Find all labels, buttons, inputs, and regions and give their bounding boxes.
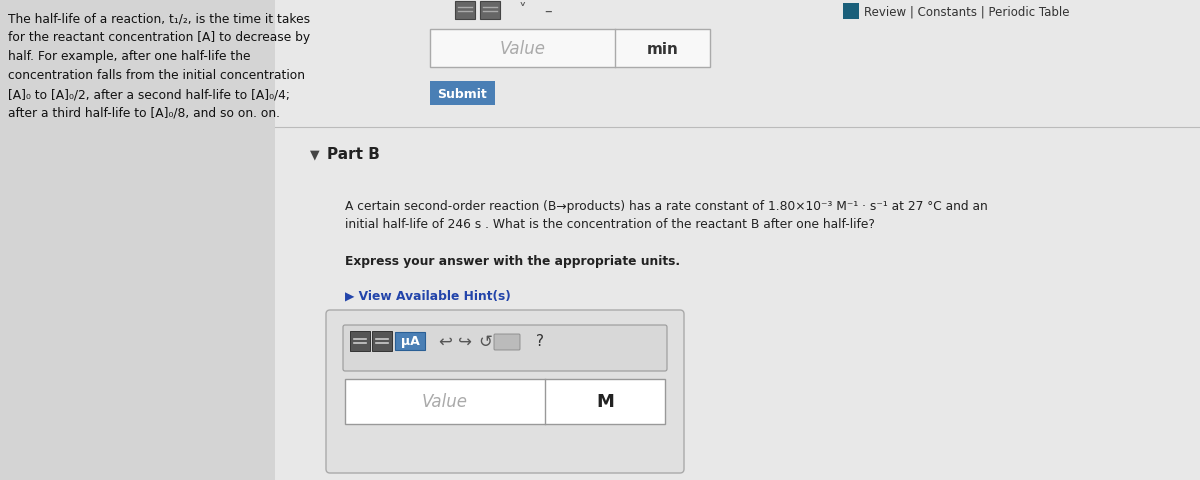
Text: ˅: ˅ (518, 3, 526, 18)
Text: concentration falls from the initial concentration: concentration falls from the initial con… (8, 69, 305, 82)
Text: Part B: Part B (326, 147, 380, 162)
Text: ↩: ↩ (438, 332, 452, 350)
Text: min: min (647, 41, 678, 56)
FancyBboxPatch shape (494, 334, 520, 350)
Text: –: – (544, 3, 552, 18)
Text: A certain second-order reaction (B→products) has a rate constant of 1.80×10⁻³ M⁻: A certain second-order reaction (B→produ… (346, 200, 988, 213)
FancyBboxPatch shape (350, 331, 370, 351)
Text: ▼: ▼ (310, 148, 319, 161)
Text: Value: Value (499, 40, 546, 58)
Text: half. For example, after one half-life the: half. For example, after one half-life t… (8, 50, 251, 63)
Text: for the reactant concentration [A] to decrease by: for the reactant concentration [A] to de… (8, 31, 310, 44)
Text: M: M (596, 393, 614, 411)
Text: after a third half-life to [A]₀/8, and so on. on.: after a third half-life to [A]₀/8, and s… (8, 107, 280, 120)
FancyBboxPatch shape (455, 2, 475, 20)
Text: initial half-life of 246 s . What is the concentration of the reactant B after o: initial half-life of 246 s . What is the… (346, 217, 875, 230)
Bar (430, 30, 710, 68)
Text: ▶ View Available Hint(s): ▶ View Available Hint(s) (346, 289, 511, 302)
FancyBboxPatch shape (480, 2, 500, 20)
Bar (0, 0, 275, 480)
Text: Submit: Submit (438, 87, 487, 100)
Text: Value: Value (422, 393, 468, 411)
FancyBboxPatch shape (346, 379, 665, 424)
Bar (842, 4, 859, 20)
FancyBboxPatch shape (326, 311, 684, 473)
FancyBboxPatch shape (372, 331, 392, 351)
Text: Review | Constants | Periodic Table: Review | Constants | Periodic Table (864, 5, 1069, 18)
FancyBboxPatch shape (395, 332, 425, 350)
Text: The half-life of a reaction, t₁/₂, is the time it takes: The half-life of a reaction, t₁/₂, is th… (8, 12, 310, 25)
Bar (430, 82, 496, 106)
Text: ?: ? (536, 334, 544, 349)
Text: ↪: ↪ (458, 332, 472, 350)
Text: μA: μA (401, 335, 419, 348)
Text: ↺: ↺ (478, 332, 492, 350)
Text: Express your answer with the appropriate units.: Express your answer with the appropriate… (346, 254, 680, 267)
FancyBboxPatch shape (343, 325, 667, 371)
Text: [A]₀ to [A]₀/2, after a second half-life to [A]₀/4;: [A]₀ to [A]₀/2, after a second half-life… (8, 88, 290, 101)
